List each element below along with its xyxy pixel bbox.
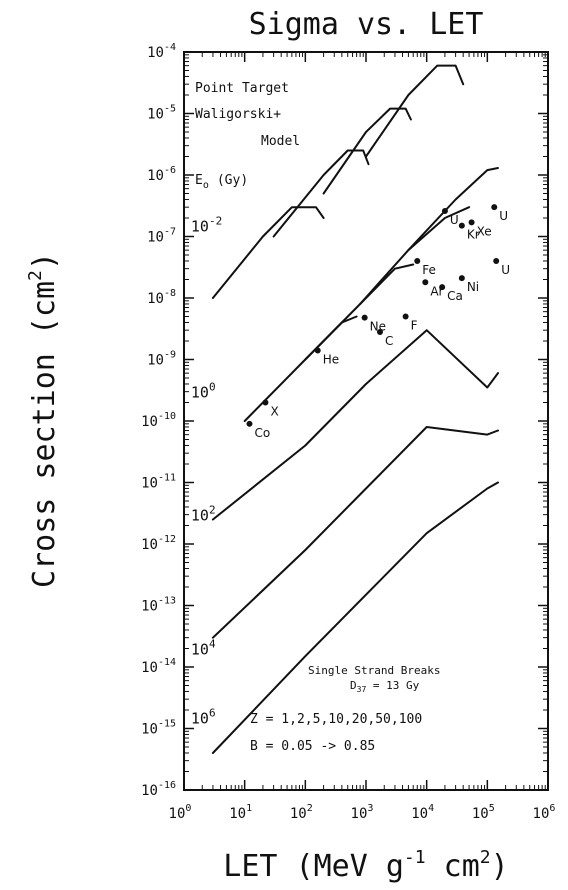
e0-symbol: E <box>195 173 203 188</box>
y-axis-label: Cross section (cm2) <box>25 252 62 588</box>
dose-curve <box>407 167 499 252</box>
x-tick-label: 106 <box>533 803 556 822</box>
dose-label-layer: 10-2 100 102 104 106 <box>191 215 222 728</box>
b-range-annotation: B = 0.05 -> 0.85 <box>250 739 375 754</box>
tick-layer: 100 101 102 103 104 105 106 10-4 10-5 10-6 10-7 10-… <box>141 42 555 822</box>
x-tick-label: 105 <box>472 803 495 822</box>
ion-point <box>493 257 500 264</box>
ion-label: Kr <box>467 228 480 242</box>
y-tick-label: 10-16 <box>141 780 176 799</box>
breaks-d-value: = 13 Gy <box>366 679 419 692</box>
dose-curve <box>211 481 499 754</box>
dose-curve <box>272 149 370 238</box>
dose-curve <box>211 329 499 521</box>
y-tick-label: 10-8 <box>147 288 176 307</box>
dose-curve <box>365 64 465 158</box>
y-tick-label: 10-4 <box>147 42 176 61</box>
ion-point <box>376 328 383 335</box>
y-tick-label: 10-15 <box>141 719 176 738</box>
breaks-d-subscript: 37 <box>357 685 367 694</box>
ion-label: U <box>501 263 510 277</box>
ion-point <box>314 347 321 354</box>
y-tick-label: 10-11 <box>141 473 176 492</box>
x-axis-label-exp: -1 <box>404 847 426 868</box>
ion-label: Fe <box>422 263 436 277</box>
ion-point <box>468 219 475 226</box>
ion-label: Xe <box>477 224 492 238</box>
dose-curve <box>243 315 358 422</box>
ion-label: U <box>450 213 459 227</box>
e0-unit: (Gy) <box>217 173 248 188</box>
x-axis-label-base: LET (MeV g <box>223 849 404 884</box>
dose-curve <box>211 426 499 639</box>
ion-point <box>402 313 409 320</box>
breaks-d-symbol: D <box>350 679 357 692</box>
y-axis-label-close: ) <box>27 252 62 270</box>
y-tick-label: 10-14 <box>141 657 176 676</box>
x-tick-label: 102 <box>290 803 313 822</box>
model-annotation-line-2: Waligorski+ <box>195 107 281 122</box>
x-axis-label-exp2: 2 <box>480 847 491 868</box>
x-axis-label: LET (MeV g-1 cm2) <box>223 847 508 884</box>
ion-point <box>491 204 498 211</box>
ion-label: Ca <box>447 289 463 303</box>
breaks-annotation-line-2: D37 = 13 Gy <box>350 679 420 694</box>
y-tick-label: 10-9 <box>147 350 176 369</box>
ion-point <box>441 207 448 214</box>
dose-curve <box>211 206 325 299</box>
chart-title: Sigma vs. LET <box>249 7 484 42</box>
ion-point <box>262 399 269 406</box>
dose-curve <box>359 206 471 305</box>
breaks-annotation-line-1: Single Strand Breaks <box>308 664 440 677</box>
ion-label: Ne <box>370 320 386 334</box>
ion-point <box>414 257 421 264</box>
dose-label: 102 <box>191 504 216 525</box>
x-tick-label: 100 <box>169 803 192 822</box>
dose-label: 106 <box>191 707 216 728</box>
ion-label: C <box>385 334 393 348</box>
ion-point <box>361 314 368 321</box>
y-tick-label: 10-12 <box>141 534 176 553</box>
dose-curve <box>304 263 415 361</box>
y-tick-label: 10-10 <box>141 411 176 430</box>
x-tick-label: 101 <box>229 803 252 822</box>
x-tick-label: 103 <box>351 803 374 822</box>
dose-label: 100 <box>191 381 216 402</box>
x-tick-label: 104 <box>411 803 434 822</box>
ion-point <box>246 420 253 427</box>
model-annotation-line-1: Point Target <box>195 81 289 96</box>
ion-label: Ni <box>467 280 479 294</box>
y-tick-label: 10-5 <box>147 104 176 123</box>
x-axis-label-tail: cm <box>426 849 480 884</box>
ion-point <box>458 222 465 229</box>
z-values-annotation: Z = 1,2,5,10,20,50,100 <box>250 712 422 727</box>
e0-subscript: o <box>203 180 209 191</box>
ion-label: X <box>270 404 278 418</box>
ion-label: He <box>323 353 339 367</box>
ion-point <box>439 284 446 291</box>
dose-curve <box>322 107 412 195</box>
e0-label: Eo (Gy) <box>195 173 248 191</box>
ion-point <box>458 275 465 282</box>
ion-label: U <box>499 209 508 223</box>
ion-label: Co <box>254 426 270 440</box>
x-axis-label-close: ) <box>491 849 509 884</box>
y-axis-label-base: Cross section (cm <box>27 281 62 588</box>
dose-label: 10-2 <box>191 215 222 236</box>
y-tick-label: 10-13 <box>141 596 176 615</box>
model-annotation-line-3: Model <box>261 134 300 149</box>
ion-point <box>422 279 429 286</box>
y-axis-label-exp: 2 <box>25 270 46 281</box>
ion-label: F <box>411 319 418 333</box>
y-tick-label: 10-6 <box>147 165 176 184</box>
y-tick-label: 10-7 <box>147 227 176 246</box>
curve-layer <box>211 64 499 754</box>
dose-label: 104 <box>191 637 216 658</box>
